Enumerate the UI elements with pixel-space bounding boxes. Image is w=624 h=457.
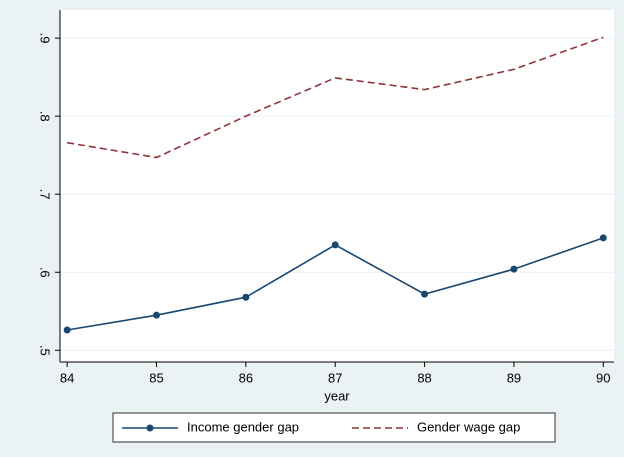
legend-label: Income gender gap (187, 419, 299, 434)
x-tick-label: 87 (328, 370, 342, 385)
point (510, 265, 518, 273)
series-line (67, 36, 604, 159)
legend-marker (146, 424, 154, 432)
point (242, 293, 250, 301)
point (63, 326, 71, 334)
x-tick-label: 88 (417, 370, 431, 385)
y-tick-label: .8 (38, 111, 53, 122)
point (331, 241, 339, 249)
y-tick-label: .6 (38, 267, 53, 278)
x-tick-label: 84 (60, 370, 74, 385)
point (153, 311, 161, 319)
y-tick-label: .5 (38, 345, 53, 356)
point (421, 290, 429, 298)
legend (112, 412, 556, 443)
x-tick-label: 90 (596, 370, 610, 385)
point (599, 234, 607, 242)
x-tick-label: 89 (507, 370, 521, 385)
legend-label: Gender wage gap (417, 419, 520, 434)
plot-area (60, 10, 614, 362)
x-tick-label: 85 (149, 370, 163, 385)
x-axis-title: year (324, 388, 350, 403)
x-tick-label: 86 (239, 370, 253, 385)
y-tick-label: .9 (38, 33, 53, 44)
y-tick-label: .7 (38, 189, 53, 200)
